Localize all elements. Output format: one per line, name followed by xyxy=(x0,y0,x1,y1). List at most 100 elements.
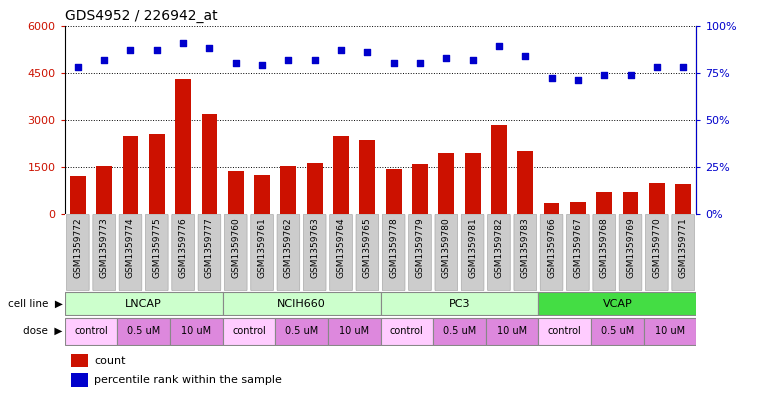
Bar xyxy=(275,318,328,345)
FancyBboxPatch shape xyxy=(198,214,221,291)
Bar xyxy=(117,318,170,345)
Text: PC3: PC3 xyxy=(449,299,470,309)
Text: GSM1359761: GSM1359761 xyxy=(257,217,266,278)
Bar xyxy=(71,354,88,367)
Bar xyxy=(438,153,454,214)
FancyBboxPatch shape xyxy=(304,214,326,291)
Text: count: count xyxy=(94,356,126,366)
FancyBboxPatch shape xyxy=(619,214,642,291)
Point xyxy=(598,72,610,78)
Point xyxy=(203,45,215,51)
FancyBboxPatch shape xyxy=(435,214,457,291)
FancyBboxPatch shape xyxy=(645,214,668,291)
FancyBboxPatch shape xyxy=(514,214,537,291)
Point xyxy=(335,47,347,53)
Text: GSM1359760: GSM1359760 xyxy=(231,217,240,278)
Text: GSM1359775: GSM1359775 xyxy=(152,217,161,278)
Text: GSM1359782: GSM1359782 xyxy=(495,217,504,278)
FancyBboxPatch shape xyxy=(330,214,352,291)
Text: control: control xyxy=(548,326,581,336)
FancyBboxPatch shape xyxy=(540,214,563,291)
Bar xyxy=(96,166,112,214)
Bar xyxy=(539,318,591,345)
Point xyxy=(546,75,558,81)
Bar xyxy=(254,175,270,214)
Bar xyxy=(491,125,507,214)
FancyBboxPatch shape xyxy=(66,214,89,291)
Text: control: control xyxy=(74,326,108,336)
Text: GSM1359765: GSM1359765 xyxy=(363,217,372,278)
Bar xyxy=(543,203,559,214)
Text: GSM1359773: GSM1359773 xyxy=(100,217,109,278)
Bar xyxy=(359,140,375,214)
Bar xyxy=(380,292,539,315)
Text: GSM1359763: GSM1359763 xyxy=(310,217,319,278)
Text: GSM1359783: GSM1359783 xyxy=(521,217,530,278)
Text: GSM1359776: GSM1359776 xyxy=(179,217,188,278)
Point xyxy=(519,53,531,59)
Bar xyxy=(465,153,480,214)
Bar xyxy=(223,318,275,345)
Text: GSM1359769: GSM1359769 xyxy=(626,217,635,278)
Bar xyxy=(412,164,428,214)
Point xyxy=(124,47,136,53)
Point xyxy=(466,56,479,62)
Bar xyxy=(649,183,665,214)
Text: cell line  ▶: cell line ▶ xyxy=(8,299,62,309)
Bar xyxy=(386,169,402,214)
Text: percentile rank within the sample: percentile rank within the sample xyxy=(94,375,282,386)
Text: GSM1359771: GSM1359771 xyxy=(679,217,688,278)
Text: GSM1359768: GSM1359768 xyxy=(600,217,609,278)
Point xyxy=(98,56,110,62)
Bar xyxy=(591,318,644,345)
Text: GSM1359764: GSM1359764 xyxy=(336,217,345,278)
Bar xyxy=(149,134,164,214)
Bar xyxy=(433,318,486,345)
Bar xyxy=(644,318,696,345)
Text: 10 uM: 10 uM xyxy=(497,326,527,336)
Point xyxy=(177,39,189,46)
Bar xyxy=(517,151,533,214)
Text: 0.5 uM: 0.5 uM xyxy=(285,326,318,336)
Text: GSM1359779: GSM1359779 xyxy=(416,217,425,278)
Point xyxy=(387,60,400,66)
Bar xyxy=(333,136,349,214)
Text: GSM1359762: GSM1359762 xyxy=(284,217,293,278)
Text: VCAP: VCAP xyxy=(603,299,632,309)
Bar xyxy=(223,292,380,315)
Text: GSM1359770: GSM1359770 xyxy=(652,217,661,278)
Point xyxy=(625,72,637,78)
Bar xyxy=(65,292,223,315)
Bar xyxy=(228,171,244,214)
FancyBboxPatch shape xyxy=(356,214,379,291)
Bar xyxy=(539,292,696,315)
Text: 10 uM: 10 uM xyxy=(181,326,212,336)
Point xyxy=(677,64,689,70)
Bar xyxy=(675,184,691,214)
FancyBboxPatch shape xyxy=(461,214,484,291)
Text: 0.5 uM: 0.5 uM xyxy=(443,326,476,336)
Bar xyxy=(202,114,218,214)
Text: 0.5 uM: 0.5 uM xyxy=(600,326,634,336)
Text: GSM1359772: GSM1359772 xyxy=(73,217,82,278)
Point xyxy=(651,64,663,70)
Text: NCIH660: NCIH660 xyxy=(277,299,326,309)
FancyBboxPatch shape xyxy=(172,214,194,291)
Text: LNCAP: LNCAP xyxy=(126,299,162,309)
Bar xyxy=(307,163,323,214)
Point xyxy=(440,55,452,61)
Text: 0.5 uM: 0.5 uM xyxy=(127,326,161,336)
Text: GSM1359781: GSM1359781 xyxy=(468,217,477,278)
FancyBboxPatch shape xyxy=(409,214,431,291)
Point xyxy=(151,47,163,53)
Bar xyxy=(486,318,539,345)
Point xyxy=(361,49,374,55)
Point xyxy=(493,43,505,50)
Bar xyxy=(380,318,433,345)
Bar xyxy=(622,192,638,214)
Text: GSM1359767: GSM1359767 xyxy=(573,217,582,278)
Bar xyxy=(570,202,586,214)
Bar xyxy=(328,318,380,345)
Point xyxy=(572,77,584,83)
Point xyxy=(72,64,84,70)
